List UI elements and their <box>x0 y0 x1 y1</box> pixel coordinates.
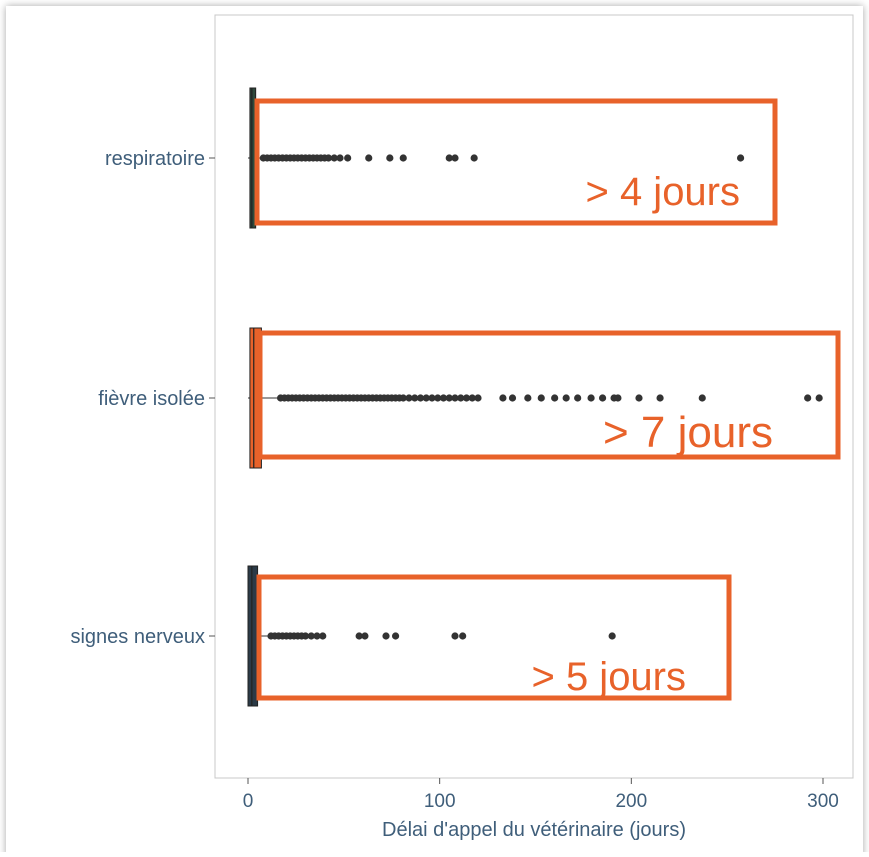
outlier-point <box>330 154 338 162</box>
outlier-point <box>324 154 333 162</box>
outlier-point <box>815 394 823 402</box>
x-tick-label: 0 <box>243 791 254 812</box>
outlier-point <box>451 632 459 640</box>
x-tick-label: 100 <box>424 791 456 812</box>
outlier-point <box>587 394 595 402</box>
outlier-point <box>434 394 442 402</box>
annotation-label: > 5 jours <box>531 655 686 699</box>
outlier-point <box>411 394 419 402</box>
outlier-point <box>336 154 344 162</box>
outlier-point <box>474 394 482 402</box>
annotation-label: > 7 jours <box>603 408 773 457</box>
outlier-point <box>698 394 706 402</box>
outlier-point <box>355 632 363 640</box>
outlier-point <box>804 394 812 402</box>
x-axis-label: Délai d'appel du vétérinaire (jours) <box>382 819 686 841</box>
outlier-point <box>598 394 607 402</box>
outlier-point <box>439 394 448 402</box>
box <box>247 565 259 707</box>
outlier-point <box>405 394 413 402</box>
outlier-point <box>382 632 390 640</box>
outlier-point <box>736 154 745 162</box>
outlier-point <box>416 394 425 402</box>
outlier-point <box>608 632 616 640</box>
outlier-point <box>574 394 582 402</box>
outlier-point <box>656 394 664 402</box>
outlier-point <box>462 394 471 402</box>
outlier-point <box>313 632 321 640</box>
outlier-point <box>399 154 407 162</box>
outlier-point <box>445 154 453 162</box>
outlier-point <box>508 394 517 402</box>
outlier-point <box>361 632 369 640</box>
annotation-box <box>254 98 778 226</box>
outlier-point <box>457 394 465 402</box>
outlier-point <box>422 394 430 402</box>
outlier-point <box>468 394 476 402</box>
outlier-point <box>319 632 327 640</box>
y-tick-label: respiratoire <box>105 148 205 170</box>
annotation-box <box>257 330 841 460</box>
y-axis: respiratoire fièvre isolée signes nerveux <box>70 148 215 648</box>
outlier-point <box>399 394 407 402</box>
outlier-point <box>344 154 352 162</box>
outlier-point <box>470 154 478 162</box>
x-axis: 0 100 200 300 <box>243 778 839 812</box>
outlier-point <box>428 394 436 402</box>
outlier-point <box>614 394 622 402</box>
annotations: > 4 jours > 7 jours > 5 jours <box>254 98 841 701</box>
annotation-label: > 4 jours <box>585 170 740 214</box>
outlier-point <box>445 394 453 402</box>
boxplots <box>247 87 823 707</box>
x-tick-label: 300 <box>807 791 839 812</box>
outlier-point <box>365 154 373 162</box>
outlier-point <box>301 632 310 640</box>
y-tick-label: signes nerveux <box>70 626 205 648</box>
outlier-point <box>386 154 394 162</box>
annotation-box <box>256 574 732 701</box>
outlier-point <box>451 394 459 402</box>
x-tick-label: 200 <box>615 791 647 812</box>
outlier-point <box>459 632 467 640</box>
outlier-point <box>562 394 570 402</box>
outlier-point <box>499 394 507 402</box>
y-tick-label: fièvre isolée <box>98 388 205 410</box>
outlier-point <box>524 394 532 402</box>
outlier-point <box>635 394 643 402</box>
outlier-point <box>391 632 400 640</box>
outlier-point <box>537 394 545 402</box>
outlier-point <box>551 394 559 402</box>
outlier-point <box>451 154 459 162</box>
outlier-point <box>307 632 315 640</box>
